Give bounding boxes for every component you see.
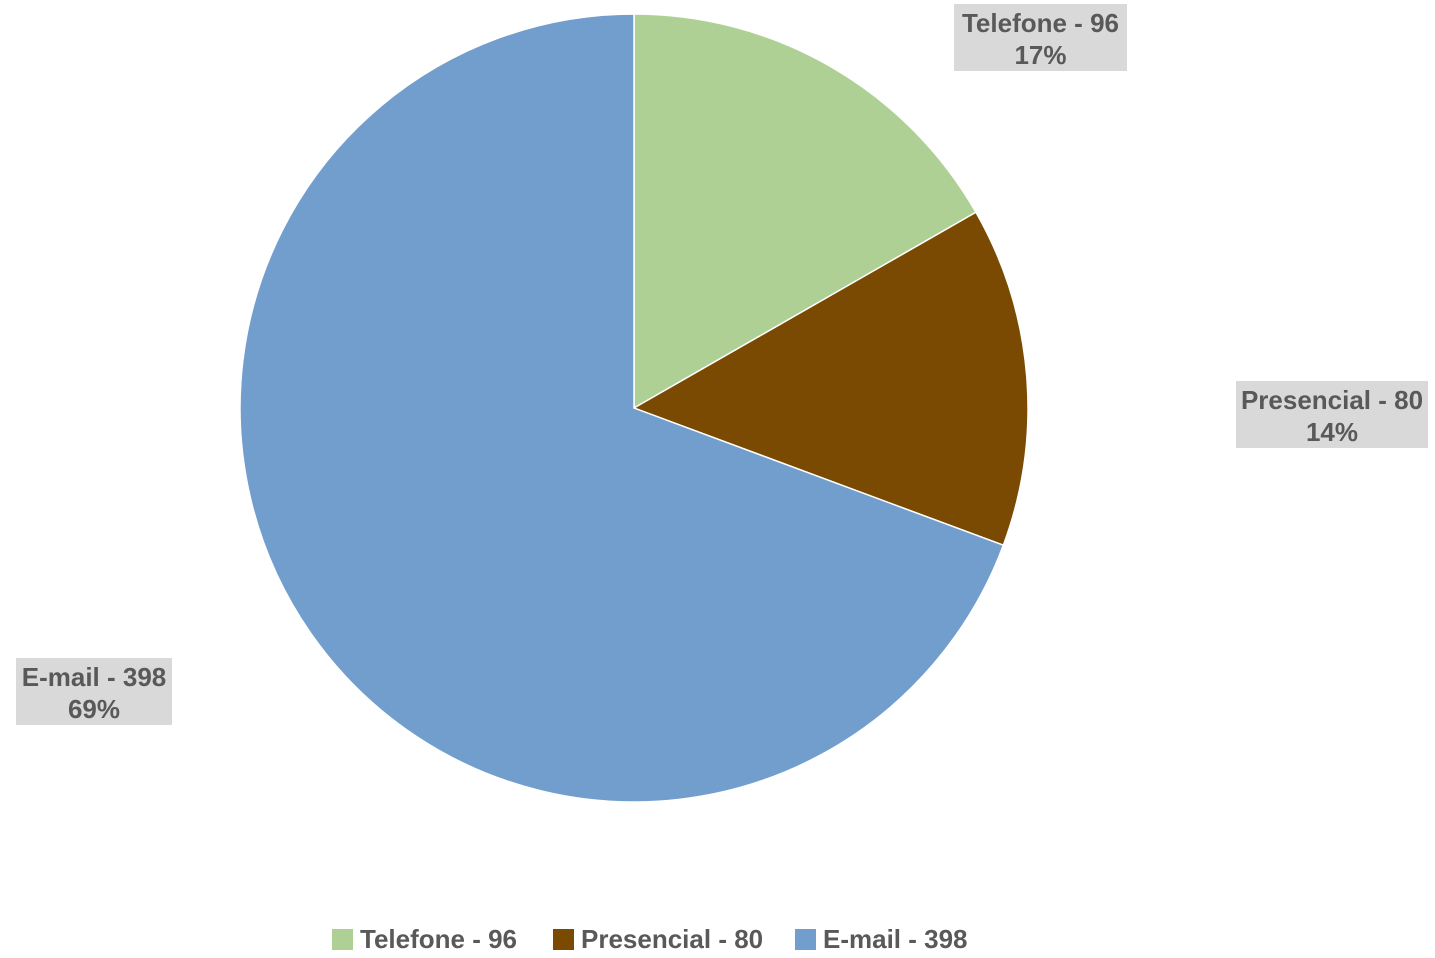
data-label-box	[1236, 381, 1428, 448]
pie-slice-telefone-96	[633, 13, 977, 410]
data-label-box	[16, 658, 172, 725]
legend-label: E-mail - 398	[823, 924, 968, 953]
legend-swatch	[332, 929, 353, 950]
legend-swatch	[553, 929, 574, 950]
pie-slice-e-mail-398	[239, 13, 1005, 803]
pie-slice-presencial-80	[632, 211, 1029, 547]
legend-swatch	[795, 929, 816, 950]
pie-slices	[239, 13, 1029, 803]
data-label-category: Telefone - 96	[962, 8, 1119, 38]
data-label-percent: 14%	[1306, 417, 1358, 447]
legend-item-e-mail-398: E-mail - 398	[795, 924, 968, 954]
legend: Telefone - 96 Presencial - 80 E-mail - 398	[332, 924, 968, 954]
legend-label: Telefone - 96	[360, 924, 517, 953]
legend-item-presencial-80: Presencial - 80	[553, 924, 763, 954]
data-label-percent: 17%	[1014, 40, 1066, 70]
data-label-percent: 69%	[68, 694, 120, 724]
legend-item-telefone-96: Telefone - 96	[332, 924, 517, 954]
data-label-category: E-mail - 398	[22, 662, 167, 692]
data-label-category: Presencial - 80	[1241, 385, 1423, 415]
data-label-box	[954, 4, 1127, 71]
legend-label: Presencial - 80	[581, 924, 763, 953]
